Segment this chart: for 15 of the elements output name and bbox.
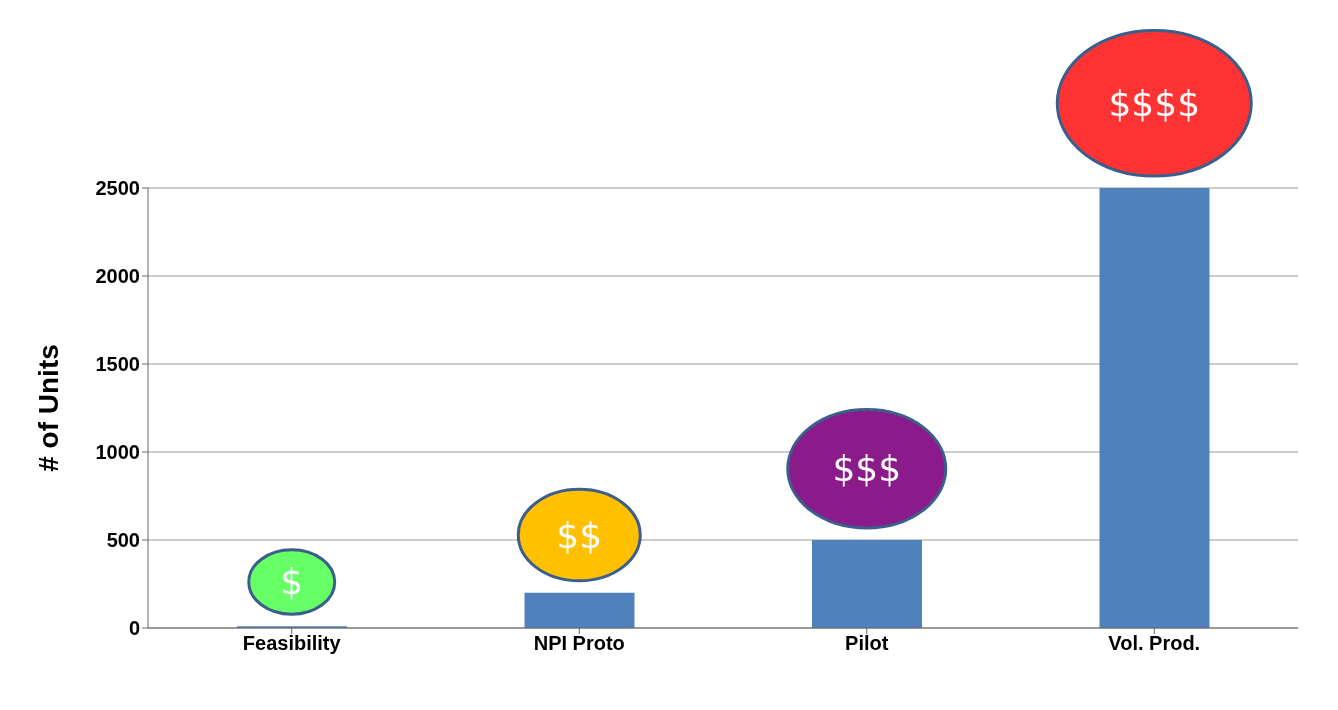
y-tick-label: 2000 [95, 265, 140, 288]
y-tick-label: 0 [128, 617, 140, 640]
x-tick-label: Feasibility [242, 632, 342, 655]
annotation: $ [280, 561, 304, 603]
annotation: $$ [556, 514, 603, 556]
y-tick-label: 500 [106, 529, 140, 552]
y-tick-label: 1000 [95, 441, 140, 464]
x-tick-label: NPI Proto [533, 632, 625, 655]
x-tick-label: Pilot [845, 632, 889, 655]
y-axis-title: # of Units [32, 344, 64, 472]
text: $$$$ [1108, 82, 1201, 124]
annotation: $$$ [832, 448, 902, 490]
y-tick-label: 2500 [95, 177, 140, 200]
x-tick-label: Vol. Prod. [1108, 632, 1201, 655]
y-tick-label: 1500 [95, 353, 140, 376]
